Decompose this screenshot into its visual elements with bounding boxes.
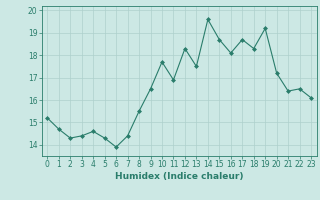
X-axis label: Humidex (Indice chaleur): Humidex (Indice chaleur) [115, 172, 244, 181]
